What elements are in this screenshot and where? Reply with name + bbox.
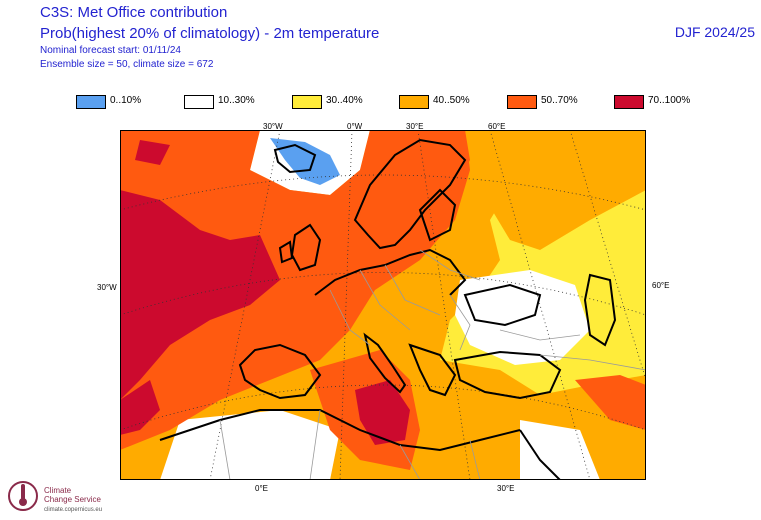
field-white-southeast	[520, 420, 600, 480]
probability-map	[120, 130, 646, 480]
legend-label: 30..40%	[326, 95, 363, 106]
top-tick-0w: 0°W	[347, 122, 363, 131]
legend-swatch	[184, 95, 214, 109]
top-tick-60e: 60°E	[488, 122, 506, 131]
ensemble-size: Ensemble size = 50, climate size = 672	[40, 59, 214, 70]
field-darkred-coast	[120, 380, 160, 435]
field-redorange-east	[575, 375, 646, 430]
map-title: C3S: Met Office contribution	[40, 4, 228, 21]
legend-label: 0..10%	[110, 95, 142, 106]
season-label: DJF 2024/25	[674, 24, 755, 40]
legend-swatch	[76, 95, 106, 109]
borders	[219, 249, 646, 480]
bottom-tick-0e: 0°E	[255, 484, 268, 493]
coastlines	[159, 138, 617, 480]
field-darkred-nw	[135, 140, 170, 165]
field-white-southwest	[160, 410, 340, 480]
left-tick-30w: 30°W	[97, 283, 117, 292]
logo-line1: Climate	[44, 486, 72, 495]
field-blue	[270, 138, 340, 185]
legend-swatch	[399, 95, 429, 109]
legend-swatch	[507, 95, 537, 109]
map-subtitle: Prob(highest 20% of climatology) - 2m te…	[40, 25, 380, 42]
legend-label: 70..100%	[648, 95, 691, 106]
logo-url: climate.copernicus.eu	[44, 507, 103, 513]
right-tick-60e: 60°E	[652, 281, 670, 290]
legend-swatch	[292, 95, 322, 109]
graticule	[120, 130, 646, 480]
field-darkred-south	[355, 380, 410, 445]
forecast-start: Nominal forecast start: 01/11/24	[40, 45, 181, 56]
top-tick-30w: 30°W	[263, 122, 283, 131]
legend-swatch	[614, 95, 644, 109]
top-tick-30e: 30°E	[406, 122, 424, 131]
bottom-tick-30e: 30°E	[497, 484, 515, 493]
logo-line2: Change Service	[44, 495, 101, 504]
field-white-east	[455, 270, 590, 365]
legend-label: 10..30%	[218, 95, 255, 106]
legend-label: 40..50%	[433, 95, 470, 106]
c3s-logo: Climate Change Service climate.copernicu…	[6, 474, 116, 518]
legend-label: 50..70%	[541, 95, 578, 106]
field-darkred-atlantic	[120, 190, 280, 400]
legend: 0..10% 10..30% 30..40% 40..50% 50..70% 7…	[0, 95, 761, 109]
thermometer-icon	[8, 481, 38, 511]
